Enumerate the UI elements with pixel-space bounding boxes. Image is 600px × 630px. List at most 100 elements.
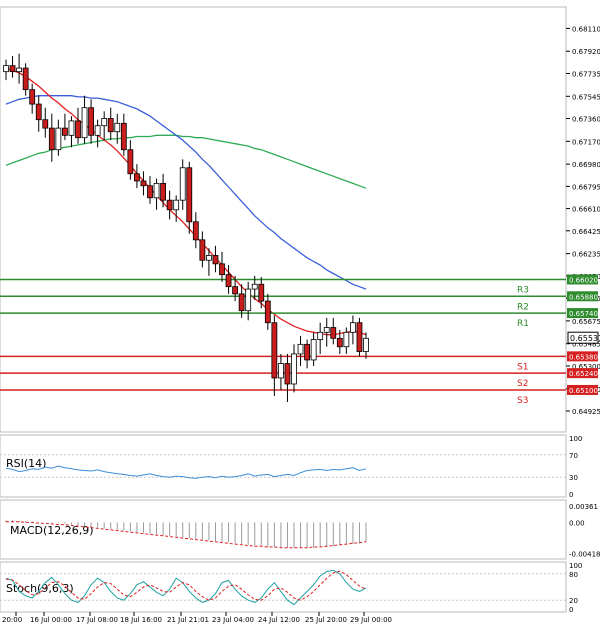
level-price-box xyxy=(567,351,598,362)
candle-down xyxy=(199,239,206,261)
level-name-label: R2 xyxy=(517,302,529,312)
candle-up xyxy=(310,339,317,361)
level-name-label: S3 xyxy=(517,396,528,406)
candle-down xyxy=(9,65,16,73)
macd-title: MACD(12,26,9) xyxy=(10,524,94,537)
candle-up xyxy=(173,199,180,211)
ma-slow-line xyxy=(5,134,367,189)
candle-down xyxy=(356,322,363,352)
level-price-label: 0.65240 xyxy=(569,370,598,378)
candle-down xyxy=(219,263,225,276)
price-tick-label: 0.66610 xyxy=(572,206,600,214)
candle-down xyxy=(35,103,42,121)
candle-down xyxy=(238,293,245,312)
price-tick-label: 0.64925 xyxy=(572,408,600,416)
price-tick-label: 0.66425 xyxy=(572,228,600,236)
candle-up xyxy=(55,127,62,151)
rsi-line xyxy=(5,465,367,479)
price-tick-label: 0.67170 xyxy=(572,138,600,146)
time-tick-label: 20:00 xyxy=(2,616,22,624)
time-tick-label: 17 Jul 08:00 xyxy=(76,616,118,624)
candle-up xyxy=(343,331,350,348)
time-axis: 20:00 16 Jul 00:00 17 Jul 08:00 18 Jul 16:0… xyxy=(2,612,392,624)
candle-down xyxy=(271,322,278,379)
price-tick-label: 0.65485 xyxy=(572,341,600,349)
candle-up xyxy=(94,125,101,136)
level-name-label: S1 xyxy=(517,362,528,372)
level-price-label: 0.65100 xyxy=(569,387,598,395)
candle-up xyxy=(16,67,22,73)
price-tick-label: 0.66980 xyxy=(572,161,600,169)
candle-down xyxy=(336,337,343,348)
ma-mid-line xyxy=(5,95,367,290)
price-tick-label: 0.67920 xyxy=(572,48,600,56)
candle-down xyxy=(160,182,166,201)
candle-down xyxy=(22,67,29,91)
price-tick-label: 0.65300 xyxy=(572,363,600,371)
candle-down xyxy=(134,173,140,182)
candle-down xyxy=(62,127,68,136)
time-tick-label: 24 Jul 12:00 xyxy=(258,616,300,624)
level-price-box xyxy=(567,368,598,379)
pivot-levels: 0.66020 R3 0.65880 R2 0.65740 R1 0.65380 S1 0.65… xyxy=(0,274,598,406)
rsi-tick-label: 0 xyxy=(569,491,573,499)
candle-up xyxy=(3,65,9,73)
candle-up xyxy=(317,331,324,340)
time-tick-label: 29 Jul 00:00 xyxy=(350,616,392,624)
candle-up xyxy=(291,353,297,385)
candle-down xyxy=(212,255,219,265)
candle-up xyxy=(153,182,160,199)
rsi-panel: RSI(14) 100 70 30 0 xyxy=(0,435,582,499)
stoch-d-line xyxy=(5,570,367,601)
last-price-box xyxy=(567,331,599,344)
rsi-tick-label: 100 xyxy=(569,435,582,443)
candle-up xyxy=(101,118,108,127)
candle-up xyxy=(350,322,356,333)
candle-down xyxy=(75,120,81,139)
price-panel-frame xyxy=(0,6,567,433)
price-tick-label: 0.65675 xyxy=(572,318,600,326)
level-name-label: S2 xyxy=(517,379,528,389)
candle-up xyxy=(114,122,121,133)
macd-tick-label: 0.00 xyxy=(569,519,585,527)
stoch-tick-label: 20 xyxy=(569,597,578,605)
last-price-label: 0.65531 xyxy=(570,334,600,343)
candle-up xyxy=(81,107,88,139)
time-tick-label: 25 Jul 20:00 xyxy=(305,616,347,624)
ma-fast-line xyxy=(5,67,367,336)
macd-panel-frame xyxy=(0,499,567,560)
level-price-label: 0.65740 xyxy=(569,310,598,318)
candle-down xyxy=(232,286,238,295)
stoch-tick-label: 80 xyxy=(569,571,578,579)
candle-down xyxy=(166,199,173,211)
level-price-box xyxy=(567,308,598,319)
candle-up xyxy=(251,283,258,290)
candle-up xyxy=(179,167,186,201)
stoch-panel-frame xyxy=(0,561,567,613)
macd-signal-line xyxy=(6,521,367,549)
rsi-tick-label: 70 xyxy=(569,452,578,460)
panel-frames xyxy=(0,6,567,613)
price-tick-label: 0.68110 xyxy=(572,25,600,33)
candle-down xyxy=(225,274,232,288)
stoch-title: Stoch(9,6,3) xyxy=(6,582,74,595)
candle-up xyxy=(323,327,330,333)
candle-down xyxy=(147,185,153,199)
price-tick-label: 0.67545 xyxy=(572,93,600,101)
time-tick-label: 18 Jul 16:00 xyxy=(120,616,162,624)
candle-down xyxy=(264,300,271,324)
candle-down xyxy=(29,89,36,105)
candle-up xyxy=(245,288,252,312)
candle-up xyxy=(363,337,369,352)
price-tick-label: 0.67735 xyxy=(572,70,600,78)
candle-down xyxy=(88,107,94,136)
macd-tick-label: -0.004182 xyxy=(569,551,600,559)
candle-up xyxy=(297,343,304,355)
level-price-box xyxy=(567,291,598,302)
candle-down xyxy=(186,167,193,223)
stoch-k-line xyxy=(5,569,367,606)
candle-up xyxy=(206,255,212,261)
